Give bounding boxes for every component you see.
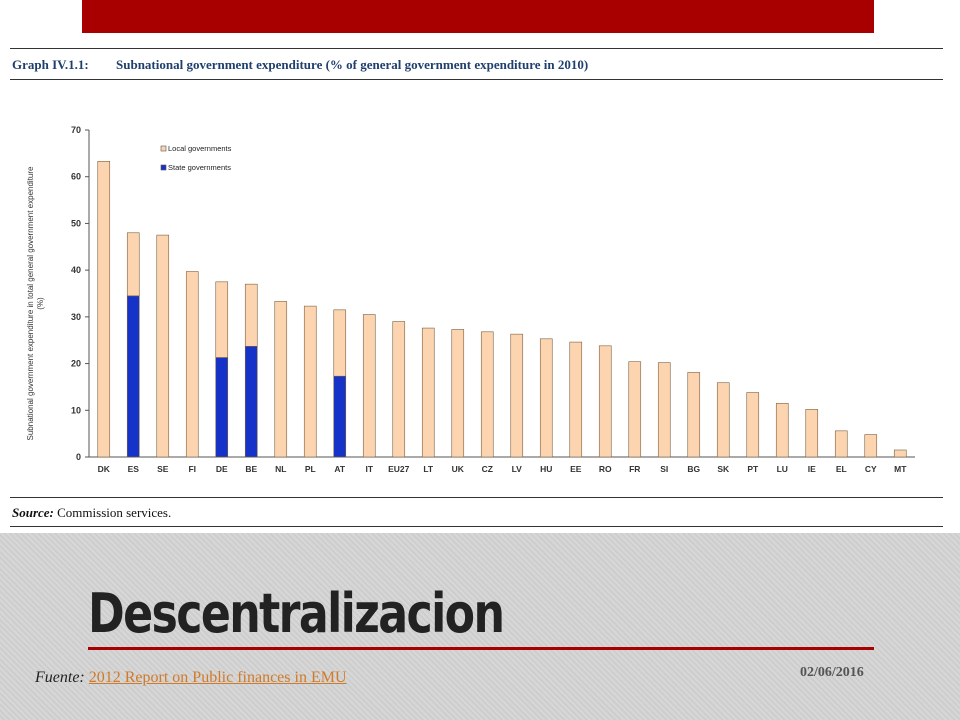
bar-el-local [834,430,848,458]
slide-date: 02/06/2016 [800,665,864,680]
source-text: Commission services. [57,505,172,520]
y-axis-label: Subnational government expenditure in to… [26,166,45,441]
title-underline [88,647,874,650]
bar-lt-local [421,327,435,458]
x-tick-label: CZ [482,464,493,474]
bar-ie-local [805,409,819,458]
legend-label-state: State governments [168,163,231,172]
y-tick-label: 30 [71,312,81,322]
top-accent-bar [82,0,874,33]
source-citation: Fuente: 2012 Report on Public finances i… [35,669,347,687]
y-tick-label: 50 [71,218,81,228]
x-tick-label: LV [512,464,523,474]
x-tick-label: RO [599,464,612,474]
bar-ro-local [598,345,612,458]
y-tick-label: 60 [71,172,81,182]
bar-se-local [156,234,170,458]
x-tick-label: LU [777,464,788,474]
y-tick-label: 10 [71,405,81,415]
x-tick-label: EU27 [388,464,410,474]
bar-lv-local [510,333,524,458]
bar-nl-local [274,301,288,458]
bar-de-state [215,357,229,458]
graph-number: Graph IV.1.1: [12,57,89,72]
slide-title: Descentralizacion [88,582,505,645]
x-tick-label: AT [334,464,346,474]
bar-mt-local [893,449,907,458]
bar-at-local [333,309,347,377]
bar-it-local [362,314,376,458]
x-tick-label: FI [188,464,196,474]
x-tick-label: HU [540,464,552,474]
y-tick-label: 0 [76,452,81,462]
x-tick-label: BG [687,464,700,474]
graph-source: Source: Commission services. [10,497,943,527]
bar-fr-local [628,361,642,458]
bar-be-state [244,345,258,458]
graph-title: Subnational government expenditure (% of… [116,57,589,72]
bar-cz-local [480,331,494,458]
bar-be-local [244,283,258,347]
bar-pt-local [746,392,760,458]
bar-es-state [126,295,140,458]
x-tick-label: EE [570,464,582,474]
bar-at-state [333,375,347,458]
bar-lu-local [775,402,789,458]
legend-label-local: Local governments [168,144,232,153]
x-tick-label: SI [660,464,668,474]
x-tick-label: IT [365,464,373,474]
x-tick-label: PL [305,464,316,474]
bar-bg-local [687,372,701,458]
x-tick-label: SE [157,464,169,474]
y-tick-label: 70 [71,125,81,135]
bar-cy-local [864,434,878,458]
bar-sk-local [716,382,730,458]
x-tick-label: DE [216,464,228,474]
x-tick-label: IE [808,464,816,474]
bar-de-local [215,281,229,358]
source-prefix: Fuente: [35,669,85,686]
bar-si-local [657,362,671,458]
x-tick-label: BE [245,464,257,474]
x-tick-label: LT [423,464,434,474]
x-tick-label: ES [128,464,140,474]
bar-dk-local [97,160,111,458]
source-label: Source: [12,505,54,520]
x-tick-label: UK [452,464,465,474]
y-tick-label: 40 [71,265,81,275]
x-tick-label: EL [836,464,847,474]
bar-ee-local [569,341,583,458]
legend-swatch-state [160,164,167,171]
bar-uk-local [451,329,465,458]
x-tick-label: PT [747,464,759,474]
bar-es-local [126,232,140,297]
legend-swatch-local [160,145,167,152]
x-tick-label: FR [629,464,640,474]
y-tick-label: 20 [71,359,81,369]
x-tick-label: CY [865,464,877,474]
slide-footer: Descentralizacion Fuente: 2012 Report on… [0,533,960,720]
source-link[interactable]: 2012 Report on Public finances in EMU [88,669,347,686]
bar-eu27-local [392,321,406,458]
bar-fi-local [185,271,199,458]
bar-pl-local [303,305,317,458]
bar-hu-local [539,338,553,458]
x-tick-label: MT [894,464,907,474]
graph-header: Graph IV.1.1: Subnational government exp… [10,48,943,80]
x-tick-label: NL [275,464,286,474]
x-tick-label: SK [717,464,730,474]
bar-chart: 0 10 20 30 40 50 60 70 Subnational government ex… [26,125,915,474]
x-tick-label: DK [98,464,111,474]
